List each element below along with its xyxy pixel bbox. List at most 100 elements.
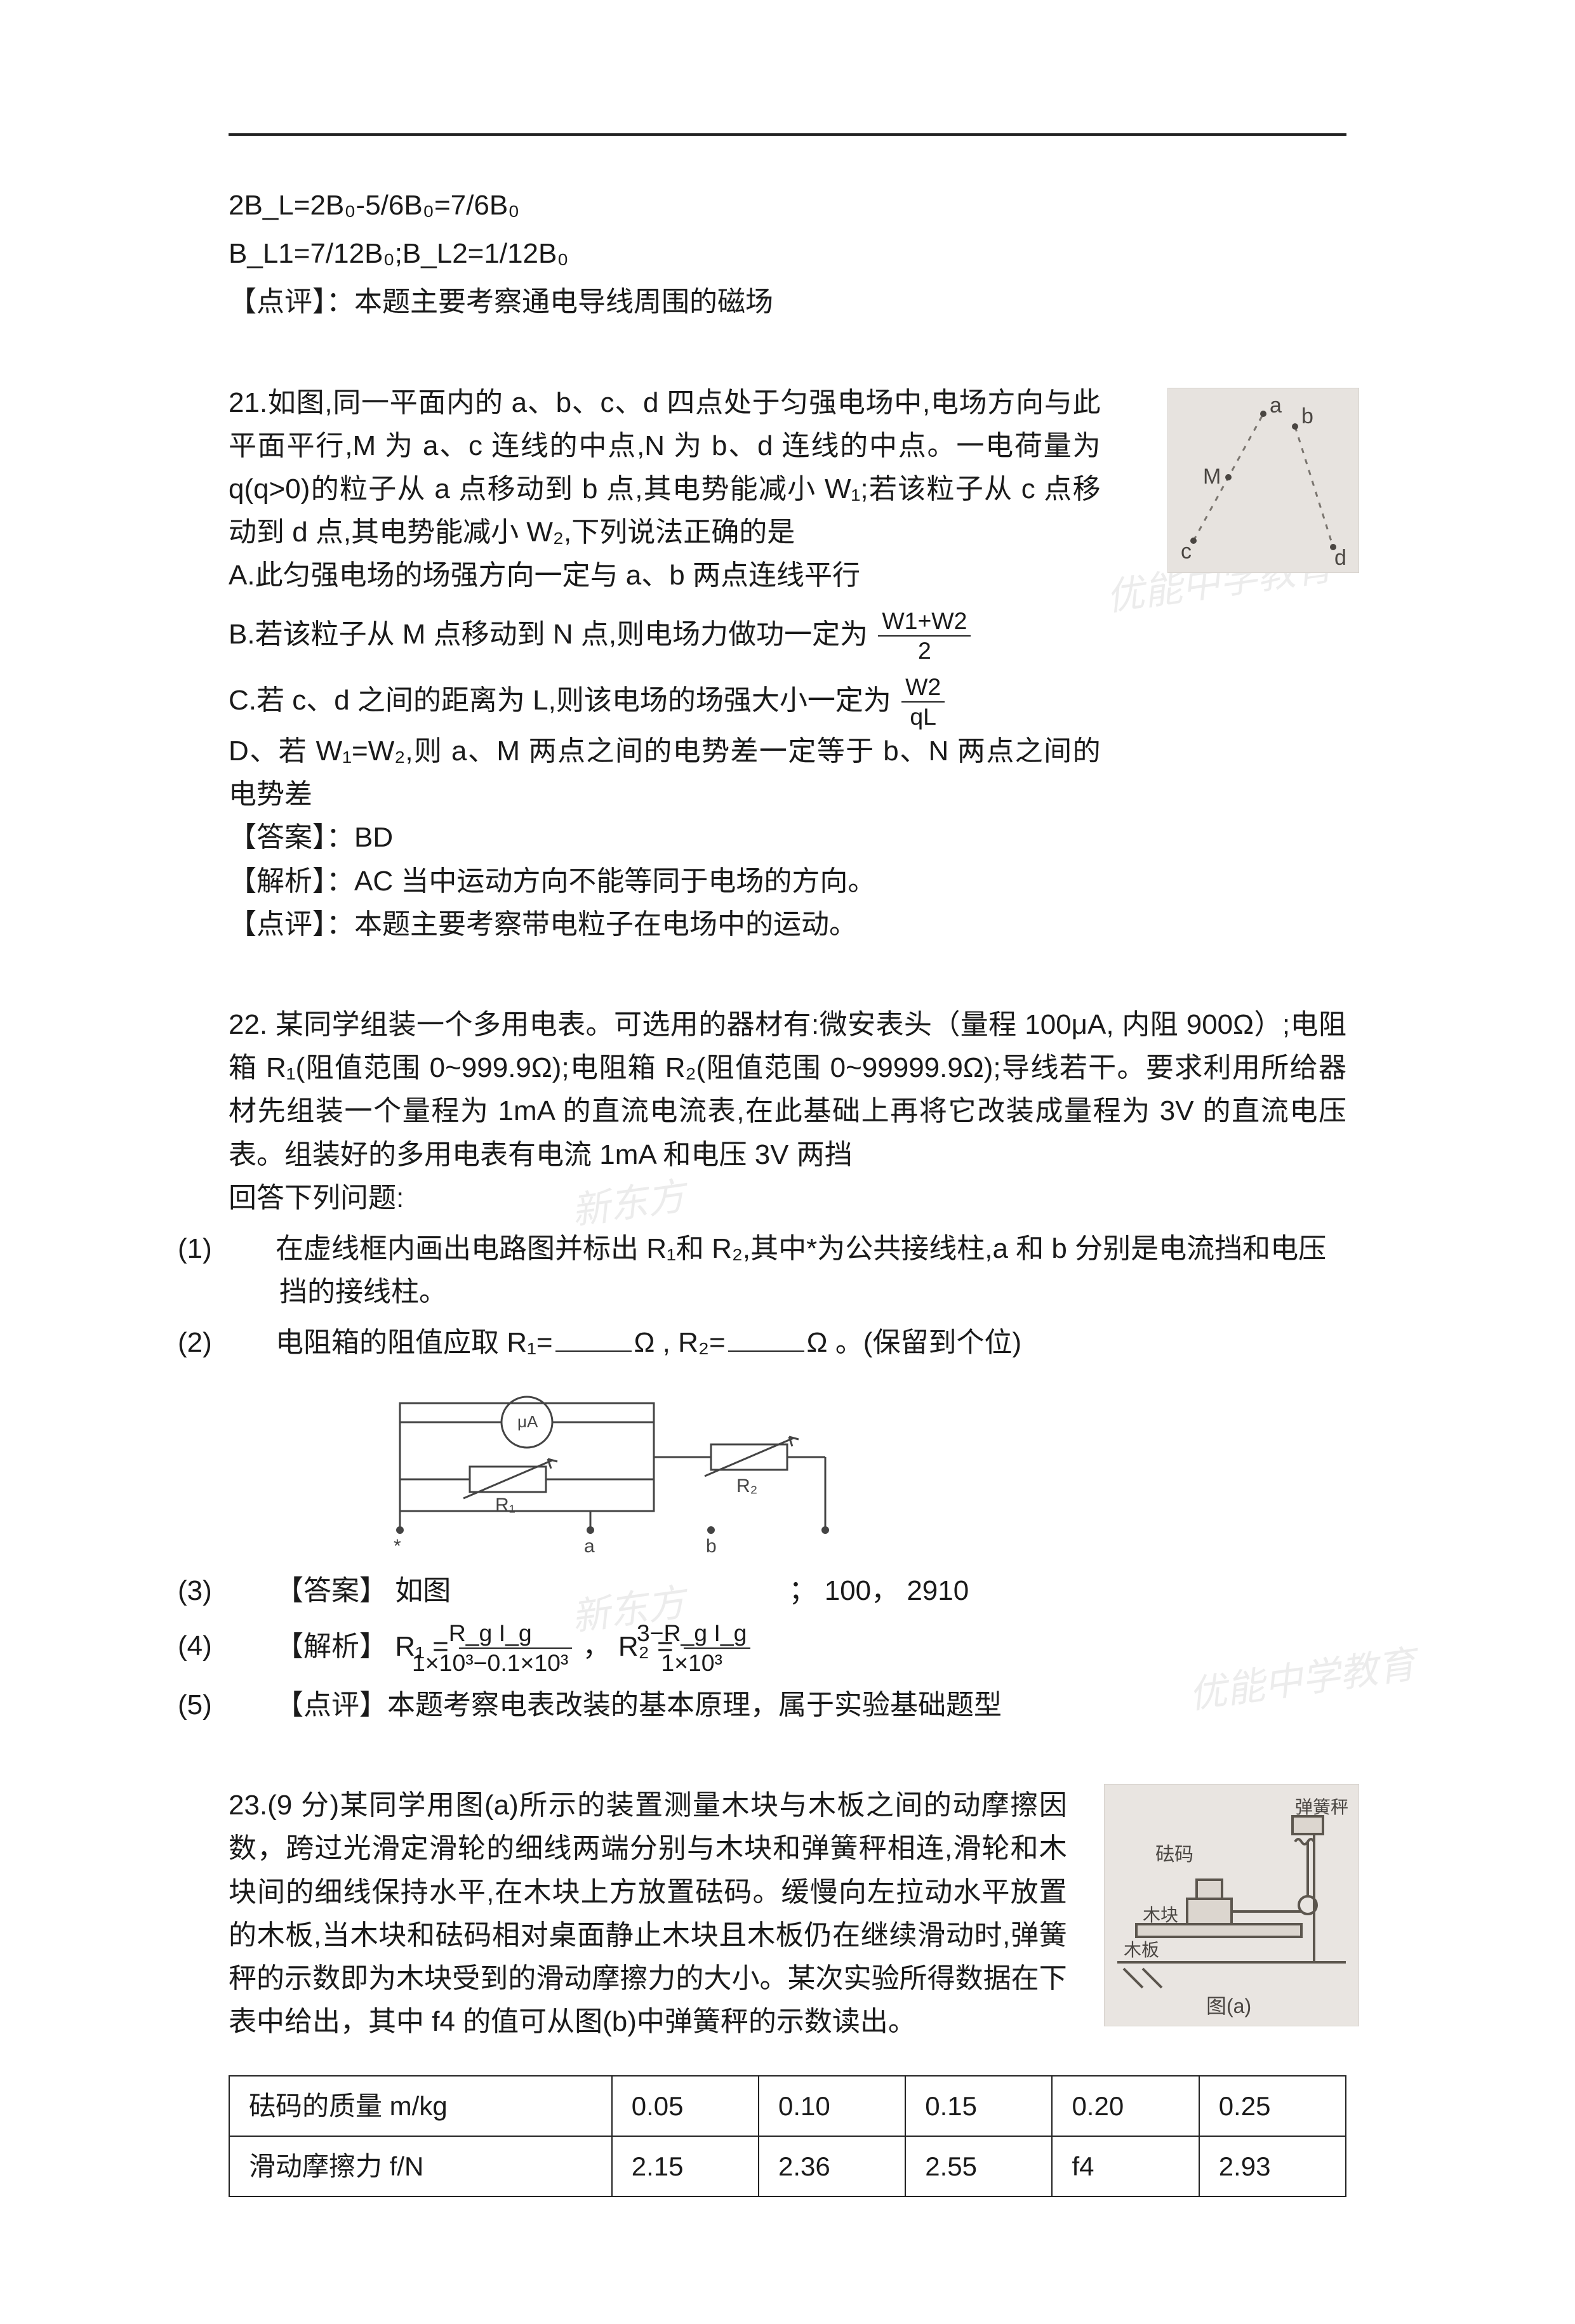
table-cell: 0.05 bbox=[612, 2076, 759, 2136]
item-text-post: Ω 。(保留到个位) bbox=[807, 1327, 1021, 1358]
q23-diagram: 砝码 弹簧秤 木块 木板 图(a) bbox=[1104, 1784, 1359, 2026]
q23-stem: 23.(9 分)某同学用图(a)所示的装置测量木块与木板之间的动摩擦因数，跨过光… bbox=[229, 1784, 1067, 2043]
fraction-denominator: 2 bbox=[878, 637, 971, 664]
preamble-block: 2B_L=2B₀-5/6B₀=7/6B₀ B_L1=7/12B₀;B_L2=1/… bbox=[229, 184, 1346, 324]
question-23: 23.(9 分)某同学用图(a)所示的装置测量木块与木板之间的动摩擦因数，跨过光… bbox=[229, 1784, 1346, 2197]
comment-text: 本题考察电表改装的基本原理，属于实验基础题型 bbox=[387, 1689, 1002, 1720]
table-cell: 0.10 bbox=[759, 2076, 905, 2136]
label-r2: R₂ bbox=[736, 1476, 757, 1496]
q22-prompt: 回答下列问题: bbox=[229, 1177, 1346, 1220]
q21-stem: 21.如图,同一平面内的 a、b、c、d 四点处于匀强电场中,电场方向与此平面平… bbox=[229, 381, 1101, 555]
header-rule bbox=[229, 133, 1346, 136]
table-cell: f4 bbox=[1052, 2136, 1199, 2196]
q21-option-d: D、若 W₁=W₂,则 a、M 两点之间的电势差一定等于 b、N 两点之间的电势… bbox=[229, 730, 1101, 816]
fraction-numerator: W1+W2 bbox=[878, 608, 971, 637]
label-m: M bbox=[1203, 465, 1221, 489]
table-cell: 2.55 bbox=[905, 2136, 1052, 2196]
blank-r1 bbox=[555, 1326, 632, 1352]
answer-text: BD bbox=[354, 822, 393, 853]
q23-data-table: 砝码的质量 m/kg 0.05 0.10 0.15 0.20 0.25 滑动摩擦… bbox=[229, 2075, 1346, 2197]
q22-circuit-diagram: μA R₁ R₂ * a b bbox=[356, 1384, 863, 1562]
separator: ， bbox=[583, 1630, 618, 1661]
item-number: (1) bbox=[229, 1227, 276, 1271]
label-b: b bbox=[706, 1536, 717, 1557]
item-text-pre: 电阻箱的阻值应取 R₁= bbox=[276, 1327, 553, 1358]
table-cell: 滑动摩擦力 f/N bbox=[229, 2136, 612, 2196]
table-cell: 2.93 bbox=[1199, 2136, 1346, 2196]
q22-stem-text: 某同学组装一个多用电表。可选用的器材有:微安表头（量程 100μA, 内阻 90… bbox=[229, 1009, 1346, 1170]
q21-diagram: a b c d M bbox=[1167, 388, 1359, 573]
item-number: (2) bbox=[229, 1321, 276, 1364]
q21-diagram-svg: a b c d M bbox=[1168, 388, 1359, 572]
label-r1: R₁ bbox=[495, 1495, 515, 1515]
label-a: a bbox=[584, 1536, 595, 1557]
fraction: W2 qL bbox=[901, 674, 945, 730]
formula-line-2: B_L1=7/12B₀;B_L2=1/12B₀ bbox=[229, 232, 1346, 275]
item-number: (5) bbox=[229, 1684, 276, 1727]
comment-label: 【点评】： bbox=[229, 286, 354, 317]
q22-stem: 22. 某同学组装一个多用电表。可选用的器材有:微安表头（量程 100μA, 内… bbox=[229, 1003, 1346, 1177]
answer-label: 【答案】 如图 bbox=[276, 1575, 451, 1606]
q23-points: (9 分) bbox=[267, 1790, 339, 1821]
q23-diagram-svg: 砝码 弹簧秤 木块 木板 图(a) bbox=[1105, 1785, 1359, 2026]
answer-label: 【答案】： bbox=[229, 822, 354, 853]
q21-number: 21. bbox=[229, 387, 267, 418]
label-board: 木板 bbox=[1124, 1940, 1159, 1960]
comment-text: 本题主要考察带电粒子在电场中的运动。 bbox=[354, 909, 857, 940]
label-spring: 弹簧秤 bbox=[1295, 1797, 1348, 1817]
analysis-text: AC 当中运动方向不能等同于电场的方向。 bbox=[354, 866, 875, 897]
label-b: b bbox=[1301, 404, 1313, 428]
q23-stem-text: 某同学用图(a)所示的装置测量木块与木板之间的动摩擦因数，跨过光滑定滑轮的细线两… bbox=[229, 1790, 1067, 2037]
item-text: 在虚线框内画出电路图并标出 R₁和 R₂,其中*为公共接线柱,a 和 b 分别是… bbox=[276, 1233, 1326, 1307]
q22-item-4: (4)【解析】 R₁ = R_g I_g 1×10³−0.1×10³ ， R₂ … bbox=[229, 1620, 1346, 1676]
fraction-denominator: 1×10³−0.1×10³ bbox=[459, 1649, 572, 1676]
comment-text: 本题主要考察通电导线周围的磁场 bbox=[354, 286, 773, 317]
fraction: W1+W2 2 bbox=[878, 608, 971, 664]
table-row: 砝码的质量 m/kg 0.05 0.10 0.15 0.20 0.25 bbox=[229, 2076, 1346, 2136]
analysis-label: 【解析】 bbox=[276, 1630, 387, 1661]
q21-stem-text: 如图,同一平面内的 a、b、c、d 四点处于匀强电场中,电场方向与此平面平行,M… bbox=[229, 387, 1101, 548]
table-cell: 0.25 bbox=[1199, 2076, 1346, 2136]
fraction: R_g I_g 1×10³−0.1×10³ bbox=[459, 1620, 572, 1676]
table-cell: 砝码的质量 m/kg bbox=[229, 2076, 612, 2136]
q22-item-1: (1)在虚线框内画出电路图并标出 R₁和 R₂,其中*为公共接线柱,a 和 b … bbox=[229, 1227, 1346, 1314]
question-21: 21.如图,同一平面内的 a、b、c、d 四点处于匀强电场中,电场方向与此平面平… bbox=[229, 381, 1346, 946]
comment-label: 【点评】 bbox=[276, 1689, 387, 1720]
label-star: * bbox=[394, 1536, 401, 1557]
q22-item-5: (5)【点评】本题考察电表改装的基本原理，属于实验基础题型 bbox=[229, 1684, 1346, 1727]
blank-r2 bbox=[728, 1326, 804, 1352]
q22-item-2: (2)电阻箱的阻值应取 R₁= Ω , R₂= Ω 。(保留到个位) bbox=[229, 1321, 1346, 1364]
circuit-svg: μA R₁ R₂ * a b bbox=[356, 1384, 863, 1562]
item-number: (3) bbox=[229, 1569, 276, 1613]
meter-label: μA bbox=[517, 1412, 538, 1431]
q22-number: 22. bbox=[229, 1009, 267, 1040]
table-cell: 2.36 bbox=[759, 2136, 905, 2196]
q21-option-a: A.此匀强电场的场强方向一定与 a、b 两点连线平行 bbox=[229, 554, 1101, 597]
table-cell: 2.15 bbox=[612, 2136, 759, 2196]
label-fig: 图(a) bbox=[1206, 1995, 1251, 2017]
label-c: c bbox=[1181, 539, 1192, 564]
q21-comment: 【点评】：本题主要考察带电粒子在电场中的运动。 bbox=[229, 903, 1101, 946]
q23-number: 23. bbox=[229, 1790, 267, 1821]
page: 新东方 新东方 优能中学教育 优能中学教育 2B_L=2B₀-5/6B₀=7/6… bbox=[0, 0, 1575, 2324]
fraction-numerator: W2 bbox=[901, 674, 945, 703]
label-a: a bbox=[1270, 393, 1282, 418]
label-d: d bbox=[1334, 546, 1346, 570]
item-number: (4) bbox=[229, 1625, 276, 1668]
q21-option-b: B.若该粒子从 M 点移动到 N 点,则电场力做功一定为 W1+W2 2 bbox=[229, 608, 1101, 664]
fraction-denominator: 1×10³ bbox=[684, 1649, 751, 1676]
q21-analysis: 【解析】：AC 当中运动方向不能等同于电场的方向。 bbox=[229, 860, 1101, 903]
item-text-mid: Ω , R₂= bbox=[634, 1327, 726, 1358]
label-mass: 砝码 bbox=[1155, 1844, 1193, 1865]
q21-option-c-text: C.若 c、d 之间的距离为 L,则该电场的场强大小一定为 bbox=[229, 685, 891, 716]
q22-item-3: (3)【答案】 如图 ； 100， 2910 bbox=[229, 1569, 1346, 1613]
answer-values: ； 100， 2910 bbox=[788, 1575, 969, 1606]
fraction-denominator: qL bbox=[901, 703, 945, 730]
q21-answer: 【答案】：BD bbox=[229, 816, 1101, 859]
preamble-comment: 【点评】：本题主要考察通电导线周围的磁场 bbox=[229, 281, 1346, 324]
q21-option-b-text: B.若该粒子从 M 点移动到 N 点,则电场力做功一定为 bbox=[229, 618, 868, 649]
fraction-numerator: 3−R_g I_g bbox=[684, 1620, 751, 1649]
table-cell: 0.20 bbox=[1052, 2076, 1199, 2136]
question-22: 22. 某同学组装一个多用电表。可选用的器材有:微安表头（量程 100μA, 内… bbox=[229, 1003, 1346, 1727]
analysis-label: 【解析】： bbox=[229, 866, 354, 897]
